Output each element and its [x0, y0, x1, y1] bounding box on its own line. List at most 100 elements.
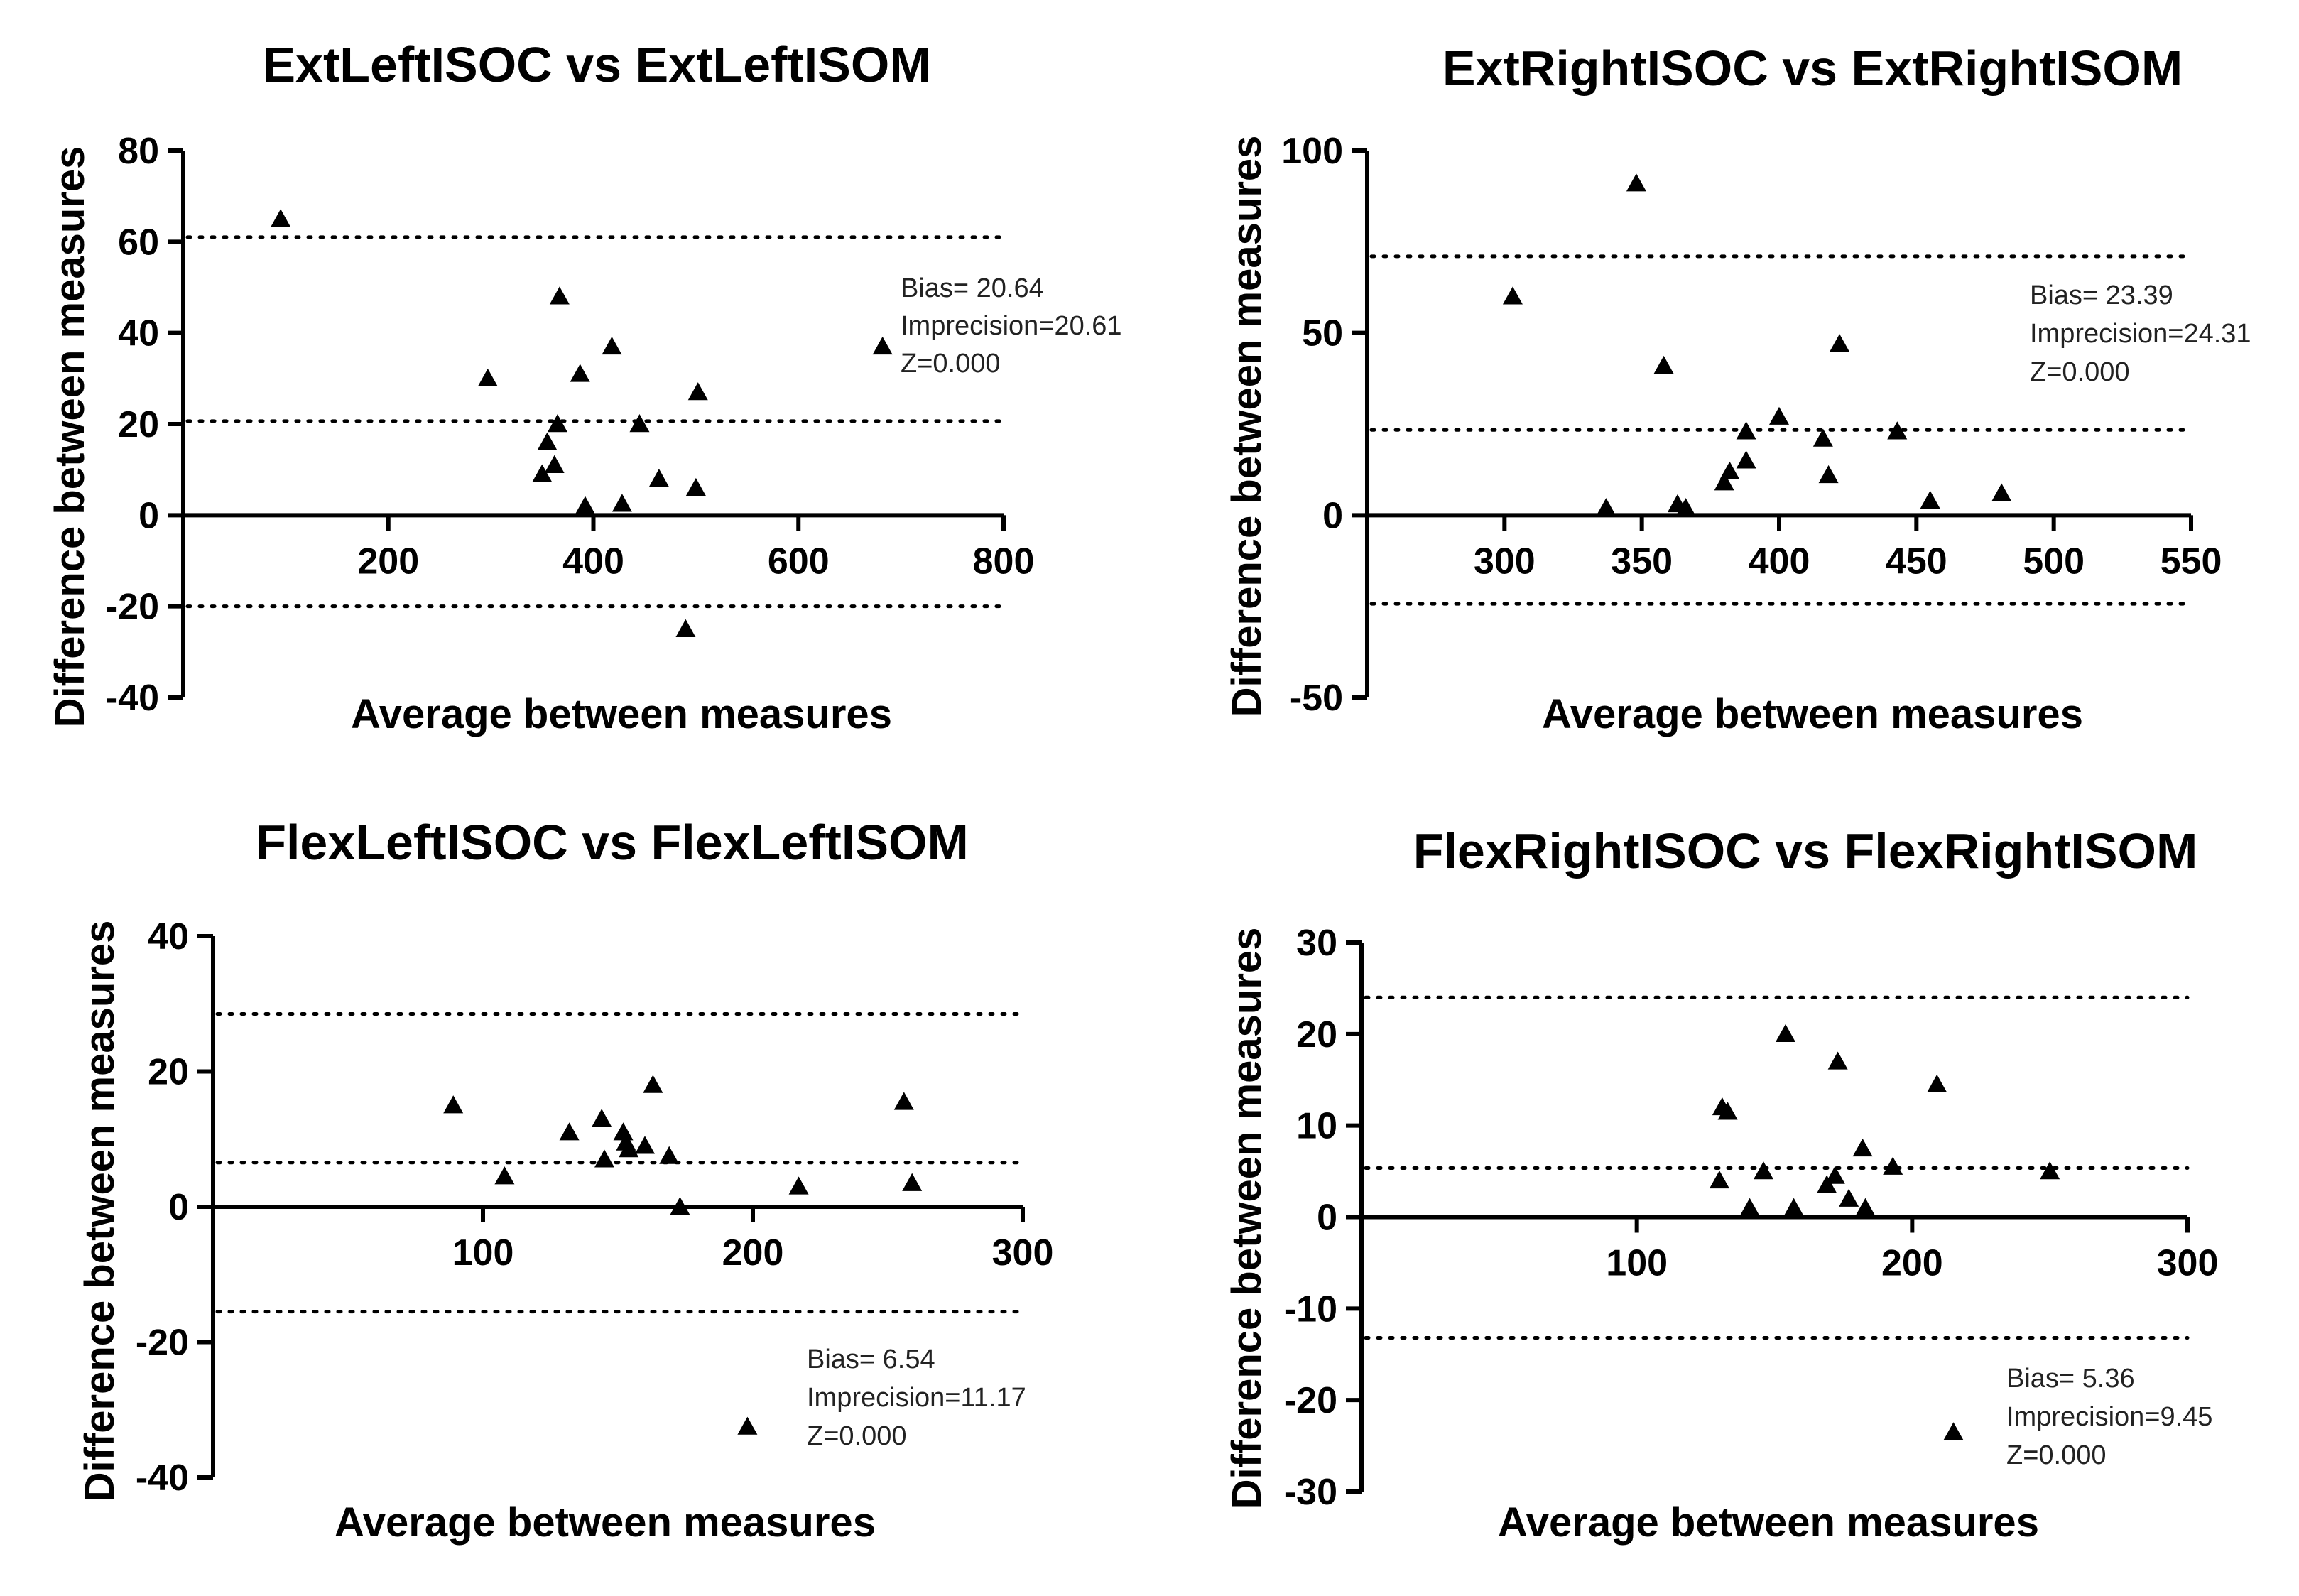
data-point: [788, 1176, 809, 1195]
data-point: [1991, 483, 2012, 501]
data-point: [477, 368, 498, 387]
axes: [181, 151, 1004, 697]
data-point: [1714, 472, 1734, 491]
data-point: [1943, 1422, 1964, 1440]
y-tick-label: -10: [1284, 1288, 1337, 1330]
data-point: [1502, 286, 1523, 305]
data-point: [559, 1122, 580, 1141]
y-tick-label: -20: [136, 1323, 189, 1364]
x-tick-label: 400: [562, 541, 624, 582]
y-tick-label: 20: [118, 404, 159, 445]
y-tick-label: 0: [1317, 1198, 1337, 1239]
data-point: [1887, 421, 1908, 440]
data-point: [1736, 421, 1756, 440]
y-tick-label: 10: [1296, 1106, 1337, 1147]
data-point: [613, 1122, 634, 1141]
x-tick-label: 300: [1474, 541, 1536, 582]
data-point: [675, 619, 696, 637]
y-tick-label: 40: [148, 916, 189, 957]
data-point: [902, 1173, 923, 1191]
x-tick-label: 350: [1611, 541, 1673, 582]
y-tick-label: 60: [118, 222, 159, 263]
data-point: [1653, 355, 1674, 374]
data-point: [1855, 1198, 1876, 1216]
stat-imprecision: Imprecision=20.61: [901, 311, 1122, 341]
y-tick-label: 20: [1296, 1014, 1337, 1055]
x-tick-label: 300: [992, 1232, 1054, 1274]
x-tick-label: 450: [1886, 541, 1947, 582]
stat-z: Z=0.000: [2006, 1440, 2107, 1470]
data-point: [1830, 334, 1850, 352]
data-point: [1812, 428, 1833, 447]
data-point: [643, 1075, 663, 1093]
panel-ext-right: ExtRightISOC vs ExtRightISOM Difference …: [1224, 40, 2251, 737]
data-point: [2040, 1161, 2060, 1180]
data-point: [1739, 1198, 1760, 1216]
data-point: [1719, 461, 1740, 479]
stat-imprecision: Imprecision=24.31: [2030, 319, 2251, 349]
y-tick-label: -20: [106, 587, 159, 628]
data-point: [648, 469, 669, 487]
y-ticks: 100 50 0 -50: [1281, 131, 1367, 719]
data-point: [494, 1166, 515, 1185]
data-point: [532, 464, 553, 482]
x-axis-label: Average between measures: [351, 691, 892, 737]
y-ticks: 30 20 10 0 -10 -20 -30: [1284, 923, 1362, 1513]
stats-box: Bias= 20.64 Imprecision=20.61 Z=0.000: [901, 273, 1122, 379]
data-point: [1776, 1024, 1796, 1043]
data-point: [570, 364, 590, 382]
data-point: [893, 1092, 914, 1110]
data-point: [594, 1149, 614, 1168]
stat-bias: Bias= 5.36: [2006, 1364, 2135, 1394]
data-points: [271, 209, 893, 637]
reference-lines: [1369, 254, 2193, 606]
y-tick-label: 0: [1322, 495, 1343, 536]
reference-lines: [1364, 995, 2190, 1340]
y-axis-label: Difference between measures: [77, 921, 123, 1502]
y-tick-label: -20: [1284, 1380, 1337, 1421]
x-tick-label: 800: [973, 541, 1035, 582]
data-point: [659, 1146, 680, 1164]
data-point: [737, 1416, 758, 1435]
y-ticks: 40 20 0 -20 -40: [136, 916, 213, 1499]
panel-ext-left: ExtLeftISOC vs ExtLeftISOM Difference be…: [47, 37, 1122, 737]
data-point: [592, 1109, 612, 1127]
data-point: [537, 432, 558, 450]
x-ticks: 200 400 600 800: [357, 515, 1034, 582]
data-point: [1920, 490, 1940, 509]
y-tick-label: 20: [148, 1052, 189, 1093]
y-tick-label: -30: [1284, 1472, 1337, 1513]
data-point: [443, 1095, 464, 1114]
y-tick-label: 80: [118, 131, 159, 172]
y-tick-label: -40: [106, 678, 159, 719]
y-axis-label: Difference between measures: [1224, 928, 1270, 1509]
data-point: [1596, 498, 1616, 516]
y-axis-label: Difference between measures: [1224, 136, 1270, 717]
x-tick-label: 400: [1749, 541, 1810, 582]
data-point: [635, 1136, 655, 1154]
data-point: [670, 1197, 690, 1215]
x-tick-label: 550: [2161, 541, 2222, 582]
y-tick-label: -50: [1290, 678, 1343, 719]
chart-title: ExtLeftISOC vs ExtLeftISOM: [262, 37, 930, 92]
data-point: [1769, 406, 1789, 425]
x-tick-label: 500: [2023, 541, 2085, 582]
data-point: [1817, 1175, 1837, 1193]
stat-bias: Bias= 6.54: [807, 1345, 935, 1374]
data-point: [1783, 1198, 1804, 1216]
panel-flex-right: FlexRightISOC vs FlexRightISOM Differenc…: [1224, 823, 2218, 1546]
stat-imprecision: Imprecision=9.45: [2006, 1402, 2212, 1432]
x-tick-label: 200: [722, 1232, 784, 1274]
x-tick-label: 200: [1881, 1243, 1943, 1284]
x-axis-label: Average between measures: [1542, 691, 2083, 737]
data-point: [619, 1139, 639, 1158]
x-ticks: 100 200 300: [452, 1207, 1054, 1274]
data-point: [1825, 1166, 1845, 1184]
x-tick-label: 100: [1606, 1243, 1668, 1284]
y-tick-label: 50: [1302, 313, 1343, 354]
x-tick-label: 600: [768, 541, 830, 582]
data-point: [872, 336, 893, 355]
y-axis-label: Difference between measures: [47, 146, 93, 728]
stat-bias: Bias= 23.39: [2030, 281, 2173, 310]
